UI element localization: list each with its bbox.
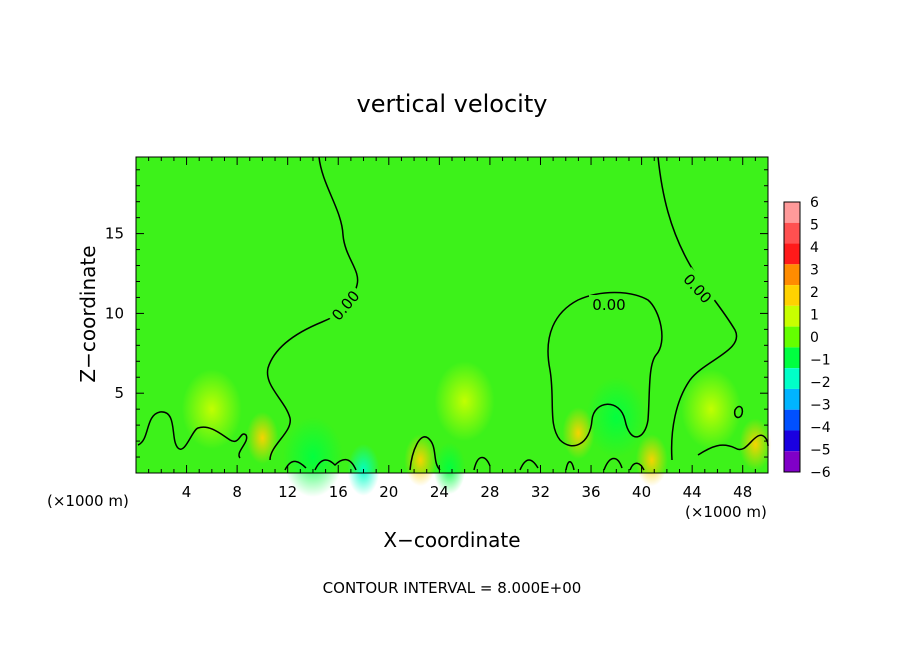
colorbar-label: 4 [810,240,819,256]
x-tick-label: 4 [182,483,192,501]
x-tick-label: 48 [733,483,752,501]
x-tick-label: 40 [632,483,651,501]
x-tick-label: 8 [232,483,242,501]
colorbar-swatch [784,285,800,306]
chart-title: vertical velocity [357,90,548,118]
colorbar-swatch [784,451,800,472]
colorbar-swatch [784,305,800,327]
colorbar-swatch [784,326,800,348]
contour-line [657,156,738,461]
colorbar-label: 2 [810,285,819,301]
contour-line [733,405,744,419]
colorbar-label: −1 [810,353,831,369]
colorbar-swatch [784,202,800,223]
y-axis-label: Z−coordinate [76,245,100,382]
colorbar-swatch [784,409,800,431]
colorbar-label: 0 [810,330,819,346]
contour-line [409,436,441,471]
x-tick-label: 28 [480,483,499,501]
x-unit-right: (×1000 m) [685,503,767,521]
contour-line [137,411,248,459]
x-axis-label: X−coordinate [383,528,520,552]
y-axis: 5 10 15 [105,169,768,458]
contour-label: 0.00 [592,296,625,314]
colorbar-swatch [784,264,800,286]
x-axis: 4 8 12 16 20 24 28 32 36 40 44 48 [148,157,756,501]
colorbar-label: 5 [810,218,819,234]
velocity-hotspot [246,411,279,464]
x-tick-label: 44 [683,483,702,501]
colorbar-swatch [784,222,800,244]
velocity-hotspot [282,417,343,498]
colorbar-swatch [784,388,800,410]
velocity-hotspot [586,377,647,458]
colorbar-label: −3 [810,398,831,414]
contour-layer [137,156,769,471]
y-tick-label: 10 [105,304,124,322]
x-unit-left: (×1000 m) [47,492,129,510]
velocity-hotspot [739,418,772,471]
contour-line [266,156,359,461]
x-tick-label: 20 [379,483,398,501]
colorbar-label: −2 [810,375,831,391]
contour-label-bg [677,267,719,309]
colorbar-label: 1 [810,308,819,324]
contour-label-bg [589,295,629,313]
x-tick-label: 32 [531,483,550,501]
velocity-hotspot [635,434,668,487]
x-tick-label: 16 [329,483,348,501]
colorbar-swatch [784,368,800,389]
contour-line [284,456,645,471]
colorbar-swatch [784,430,800,452]
contour-line [697,434,769,456]
x-tick-label: 24 [430,483,449,501]
colorbar-swatch [784,347,800,369]
velocity-hotspot [433,442,466,495]
colorbar-label: 3 [810,263,819,279]
colorbar-swatch [784,243,800,265]
colorbar-label: 6 [810,195,819,211]
colorbar-frame [783,201,801,473]
velocity-hotspot [434,361,495,442]
x-tick-label: 36 [581,483,600,501]
colorbar-label: −6 [810,465,831,481]
contour-line [547,291,663,447]
plot-area: 0.00 0.00 0.00 [135,156,772,498]
contour-interval-note: CONTOUR INTERVAL = 8.000E+00 [323,579,582,597]
contour-label-bg [325,283,365,327]
velocity-hotspot [681,369,742,450]
colorbar-label: −5 [810,443,831,459]
y-tick-label: 15 [105,225,124,243]
colorbar-label: −4 [810,420,831,436]
y-tick-label: 5 [114,384,124,402]
x-tick-label: 12 [278,483,297,501]
colorbar: 6 5 4 3 2 1 0 −1 −2 −3 −4 −5 −6 [783,195,831,481]
